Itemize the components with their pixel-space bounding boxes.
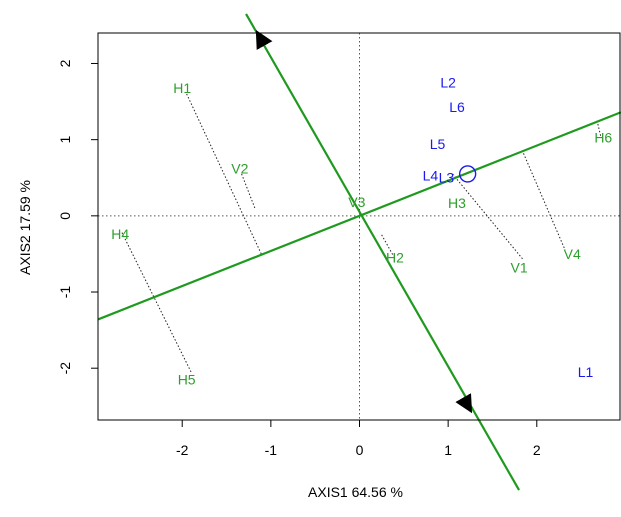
y-tick-label-4: 2	[57, 59, 73, 67]
biplot-arrow-2-1	[255, 29, 273, 50]
point-label-h3: H3	[448, 195, 466, 211]
point-labels: H1 V2 V3 H4 H2 H3 V1 V4 H6 H5 L2 L6 L5 L4 L3 L1	[111, 75, 612, 388]
projection-line-7	[596, 120, 602, 136]
point-label-v4: V4	[564, 246, 581, 262]
x-axis-ticks: -2 -1 0 1 2	[176, 420, 541, 458]
point-label-h1: H1	[173, 80, 191, 96]
point-label-h4: H4	[111, 226, 129, 242]
point-label-h5: H5	[178, 372, 196, 388]
projection-line-2	[241, 173, 256, 209]
highlight-circle-marker	[458, 165, 477, 183]
point-label-v3: V3	[348, 194, 365, 210]
projection-line-5	[452, 173, 524, 261]
y-tick-label-3: 1	[57, 136, 73, 144]
x-tick-label-0: -2	[176, 442, 189, 458]
x-tick-label-4: 2	[533, 442, 541, 458]
x-tick-label-2: 0	[356, 442, 364, 458]
projection-lines	[121, 93, 602, 373]
point-label-l2: L2	[440, 75, 456, 91]
point-label-v2: V2	[231, 161, 248, 177]
point-label-v1: V1	[510, 260, 527, 276]
y-axis-ticks: -2 -1 0 1 2	[57, 59, 98, 374]
point-label-h2: H2	[386, 250, 404, 266]
point-label-h6: H6	[594, 129, 612, 145]
x-axis-title: AXIS1 64.56 %	[308, 484, 403, 500]
biplot-axes	[97, 13, 621, 491]
point-label-l6: L6	[449, 99, 465, 115]
y-axis-title: AXIS2 17.59 %	[17, 180, 33, 275]
point-label-l1: L1	[578, 364, 594, 380]
projection-line-1	[186, 93, 263, 256]
point-label-l3: L3	[439, 170, 455, 186]
point-label-l5: L5	[430, 136, 446, 152]
projection-line-4	[381, 234, 394, 256]
y-tick-label-0: -2	[57, 362, 73, 375]
x-tick-label-1: -1	[265, 442, 278, 458]
y-tick-label-2: 0	[57, 212, 73, 220]
x-tick-label-3: 1	[444, 442, 452, 458]
biplot-axis-1	[97, 111, 621, 321]
projection-line-6	[523, 153, 566, 251]
biplot-axis-2	[245, 13, 521, 491]
y-tick-label-1: -1	[57, 286, 73, 299]
projection-line-3	[121, 232, 192, 373]
biplot-arrow-2-2	[455, 393, 473, 414]
point-label-l4: L4	[423, 167, 439, 183]
